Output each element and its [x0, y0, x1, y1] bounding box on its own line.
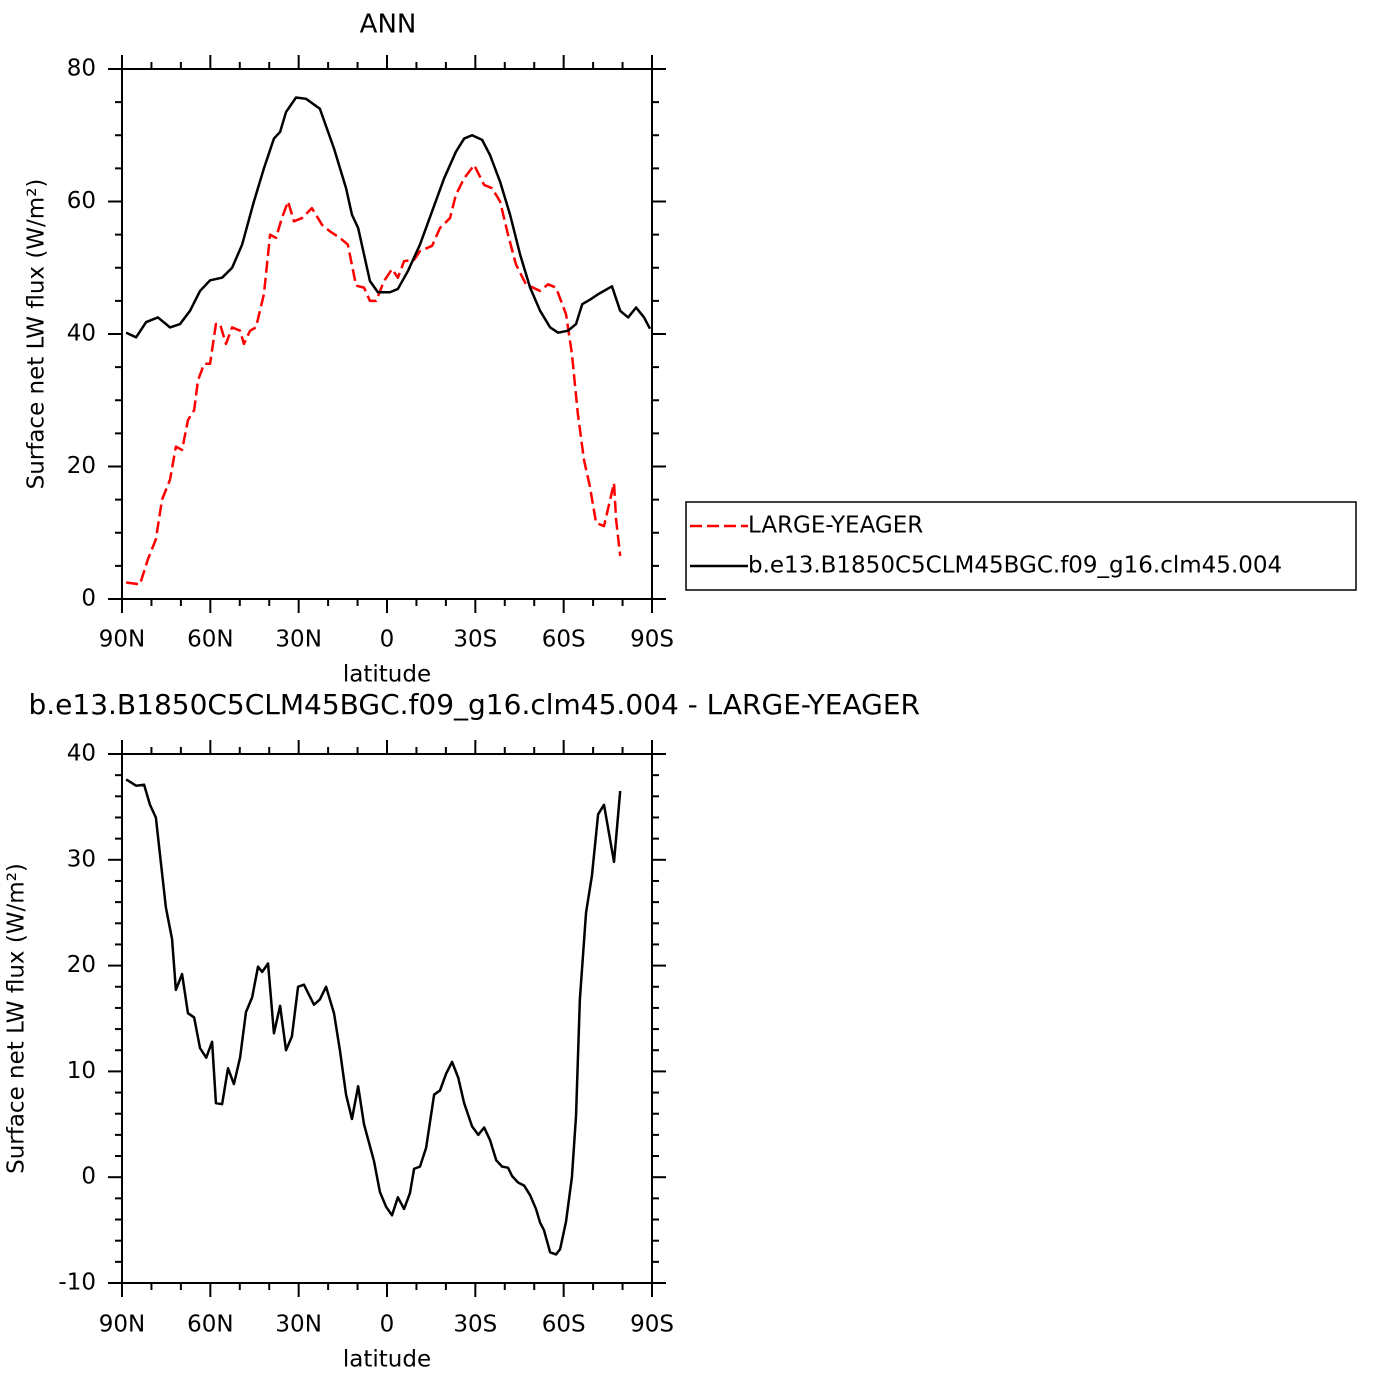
x-tick-label: 0 [380, 627, 395, 653]
data-line [125, 163, 622, 586]
x-tick-label: 90N [99, 1312, 145, 1338]
y-tick-label: 0 [81, 586, 96, 612]
legend-box [685, 501, 1357, 591]
x-tick-label: 60S [542, 1312, 586, 1338]
y-tick-label: 0 [81, 1164, 96, 1190]
x-tick-label: 90S [630, 1312, 674, 1338]
x-tick-label: 0 [380, 1312, 395, 1338]
x-axis-label: latitude [343, 662, 431, 688]
x-tick-label: 30N [275, 627, 321, 653]
y-tick-label: 20 [67, 453, 96, 479]
y-tick-label: 20 [67, 952, 96, 978]
y-tick-label: 40 [67, 321, 96, 347]
x-tick-label: 30N [275, 1312, 321, 1338]
y-tick-label: 30 [67, 846, 96, 872]
x-tick-label: 60N [187, 1312, 233, 1338]
chart-title: ANN [360, 10, 417, 40]
y-tick-label: 80 [67, 56, 96, 82]
legend-label: b.e13.B1850C5CLM45BGC.f09_g16.clm45.004 [748, 553, 1282, 579]
x-tick-label: 30S [453, 627, 497, 653]
x-tick-label: 90S [630, 627, 674, 653]
y-tick-label: -10 [58, 1270, 96, 1296]
y-axis-label: Surface net LW flux (W/m²) [24, 179, 50, 490]
chart-title: b.e13.B1850C5CLM45BGC.f09_g16.clm45.004 … [28, 688, 920, 721]
x-tick-label: 30S [453, 1312, 497, 1338]
data-line [125, 778, 622, 1256]
x-axis-label: latitude [343, 1347, 431, 1373]
y-axis-label: Surface net LW flux (W/m²) [4, 863, 30, 1174]
legend-label: LARGE-YEAGER [748, 513, 923, 539]
y-tick-label: 60 [67, 188, 96, 214]
x-tick-label: 60N [187, 627, 233, 653]
y-tick-label: 10 [67, 1058, 96, 1084]
x-tick-label: 60S [542, 627, 586, 653]
y-tick-label: 40 [67, 741, 96, 767]
x-tick-label: 90N [99, 627, 145, 653]
data-line [125, 96, 652, 339]
